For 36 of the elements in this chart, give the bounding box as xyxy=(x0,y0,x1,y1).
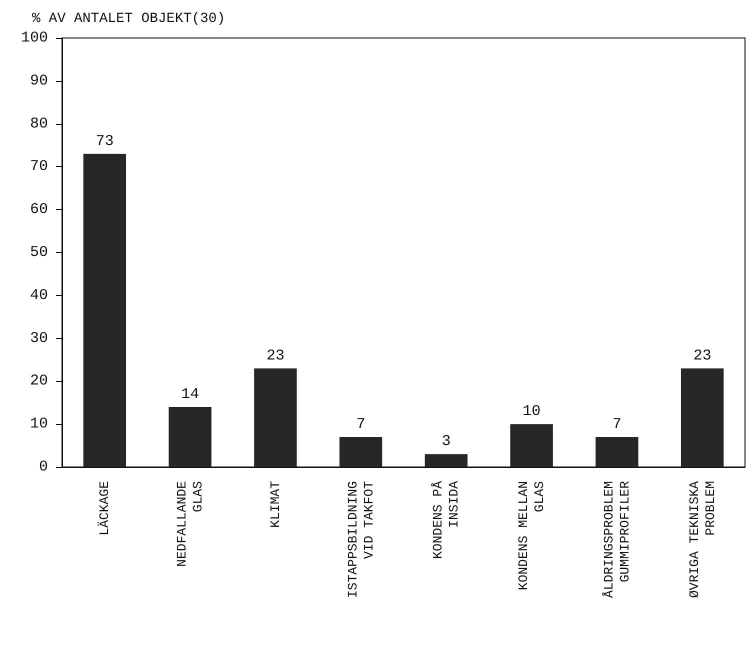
y-tick-label: 10 xyxy=(30,416,48,433)
data-label: 7 xyxy=(612,416,622,433)
data-label: 7 xyxy=(356,416,366,433)
y-tick-label: 90 xyxy=(30,72,48,90)
bar xyxy=(83,154,126,467)
bar xyxy=(339,436,382,467)
data-label: 14 xyxy=(181,386,200,403)
y-tick-label: 30 xyxy=(30,330,48,347)
y-tick-label: 50 xyxy=(30,244,48,261)
y-tick-label: 20 xyxy=(30,372,48,390)
bar xyxy=(424,454,468,467)
x-tick-label: ØVRIGA TEKNISKA PROBLEM xyxy=(686,480,718,598)
y-tick-label: 40 xyxy=(30,286,48,304)
x-tick-label: KLIMAT xyxy=(268,480,283,528)
y-tick-label: 0 xyxy=(38,458,48,476)
data-label: 23 xyxy=(266,347,284,364)
y-tick-label: 80 xyxy=(30,115,48,132)
x-tick-label: LÄCKAGE xyxy=(97,480,112,536)
data-label: 73 xyxy=(96,132,114,150)
x-tick-label: ÅLDRINGSPROBLEM GUMMIPROFILER xyxy=(601,480,632,598)
bar xyxy=(168,406,212,467)
bar xyxy=(510,424,553,467)
data-label: 10 xyxy=(522,403,541,420)
data-label: 23 xyxy=(693,347,712,364)
bar xyxy=(680,368,724,467)
bar xyxy=(254,368,297,467)
x-tick-label: NEDFALLANDE GLAS xyxy=(174,480,206,567)
y-tick-label: 70 xyxy=(30,158,48,176)
x-tick-label: KONDENS MELLAN GLAS xyxy=(516,480,548,590)
data-label: 3 xyxy=(442,433,451,450)
y-tick-label: 60 xyxy=(30,201,48,218)
x-tick-label: ISTAPPSBILDNING VID TAKFOT xyxy=(345,480,376,598)
bar xyxy=(596,436,638,467)
x-tick-label: KONDENS PÅ INSIDA xyxy=(430,480,462,560)
y-tick-label: 100 xyxy=(20,30,48,46)
y-axis-title: % AV ANTALET OBJEKT(30) xyxy=(32,11,226,27)
